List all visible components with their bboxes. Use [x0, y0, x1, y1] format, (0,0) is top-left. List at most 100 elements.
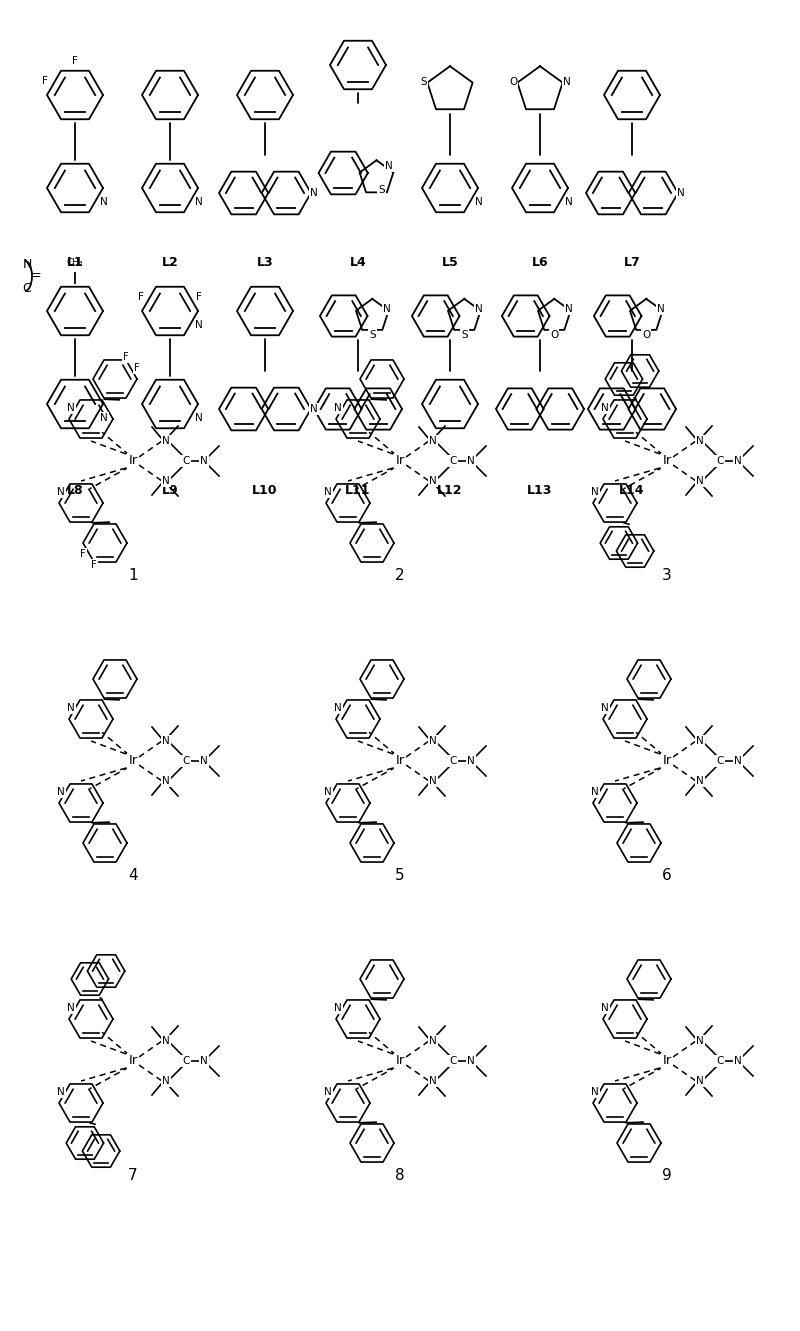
Text: N: N — [591, 487, 599, 496]
Text: F: F — [123, 351, 129, 362]
Text: F: F — [42, 76, 48, 87]
Text: C: C — [450, 756, 457, 767]
Text: N: N — [67, 703, 75, 713]
Text: C: C — [182, 457, 190, 466]
Text: 1: 1 — [128, 568, 138, 583]
Text: N: N — [200, 1055, 208, 1066]
Text: N: N — [601, 403, 609, 413]
Text: Ir: Ir — [395, 1054, 405, 1067]
Text: N: N — [563, 77, 570, 87]
Text: N: N — [734, 457, 742, 466]
Text: N: N — [310, 405, 318, 414]
Text: N: N — [601, 703, 609, 713]
Text: L2: L2 — [162, 257, 178, 269]
Text: N: N — [385, 161, 393, 170]
Text: N: N — [67, 403, 75, 413]
Text: N: N — [324, 1087, 332, 1097]
Text: N: N — [601, 1004, 609, 1013]
Text: N: N — [195, 197, 203, 208]
Text: L9: L9 — [162, 484, 178, 498]
Text: L7: L7 — [624, 257, 640, 269]
Text: O: O — [509, 77, 518, 87]
Text: N: N — [696, 736, 704, 745]
Text: N: N — [200, 457, 208, 466]
Text: 7: 7 — [128, 1169, 138, 1183]
Text: N: N — [57, 787, 65, 797]
Text: L13: L13 — [527, 484, 553, 498]
Text: 4: 4 — [128, 869, 138, 884]
Text: C: C — [450, 1055, 457, 1066]
Text: L11: L11 — [346, 484, 370, 498]
Text: F: F — [80, 548, 86, 559]
Text: L10: L10 — [252, 484, 278, 498]
Text: Ir: Ir — [128, 1054, 138, 1067]
Text: N: N — [566, 197, 573, 208]
Text: N: N — [100, 197, 108, 208]
Text: N: N — [22, 257, 32, 270]
Text: N: N — [467, 457, 475, 466]
Text: N: N — [474, 303, 482, 314]
Text: L14: L14 — [619, 484, 645, 498]
Text: N: N — [734, 756, 742, 767]
Text: 9: 9 — [662, 1169, 672, 1183]
Text: N: N — [162, 476, 170, 486]
Text: C: C — [182, 1055, 190, 1066]
Text: N: N — [696, 1075, 704, 1086]
Text: N: N — [382, 303, 390, 314]
Text: L12: L12 — [438, 484, 462, 498]
Text: L4: L4 — [350, 257, 366, 269]
Text: F: F — [134, 363, 140, 373]
Text: O: O — [642, 330, 650, 339]
Text: N: N — [324, 487, 332, 496]
Text: N: N — [162, 736, 170, 745]
Text: N: N — [565, 303, 573, 314]
Text: L8: L8 — [66, 484, 83, 498]
Text: N: N — [57, 487, 65, 496]
Text: L3: L3 — [257, 257, 274, 269]
Text: N: N — [324, 787, 332, 797]
Text: L6: L6 — [532, 257, 548, 269]
Text: N: N — [195, 319, 203, 330]
Text: 3: 3 — [662, 568, 672, 583]
Text: L5: L5 — [442, 257, 458, 269]
Text: N: N — [467, 756, 475, 767]
Text: N: N — [429, 476, 437, 486]
Text: N: N — [200, 756, 208, 767]
Text: N: N — [429, 736, 437, 745]
Text: N: N — [162, 1036, 170, 1046]
Text: N: N — [100, 413, 108, 423]
Text: Ir: Ir — [662, 1054, 672, 1067]
Text: N: N — [696, 1036, 704, 1046]
Text: N: N — [467, 1055, 475, 1066]
Text: Ir: Ir — [395, 755, 405, 768]
Text: N: N — [67, 1004, 75, 1013]
Text: Ir: Ir — [662, 755, 672, 768]
Text: Ir: Ir — [128, 454, 138, 467]
Text: S: S — [378, 185, 385, 196]
Text: N: N — [429, 437, 437, 446]
Text: Ir: Ir — [395, 454, 405, 467]
Text: N: N — [334, 403, 342, 413]
Text: C: C — [22, 281, 31, 294]
Text: CH₃: CH₃ — [66, 258, 83, 268]
Text: F: F — [196, 291, 202, 302]
Text: 5: 5 — [395, 869, 405, 884]
Text: O: O — [550, 330, 558, 339]
Text: S: S — [420, 77, 426, 87]
Text: Ir: Ir — [662, 454, 672, 467]
Text: 2: 2 — [395, 568, 405, 583]
Text: N: N — [429, 1075, 437, 1086]
Text: F: F — [138, 291, 144, 302]
Text: N: N — [162, 776, 170, 787]
Text: N: N — [677, 188, 685, 198]
Text: F: F — [91, 560, 97, 570]
Text: N: N — [162, 437, 170, 446]
Text: 8: 8 — [395, 1169, 405, 1183]
Text: N: N — [696, 776, 704, 787]
Text: =: = — [30, 269, 42, 282]
Text: C: C — [716, 1055, 724, 1066]
Text: N: N — [475, 197, 483, 208]
Text: N: N — [429, 776, 437, 787]
Text: C: C — [182, 756, 190, 767]
Text: S: S — [369, 330, 375, 339]
